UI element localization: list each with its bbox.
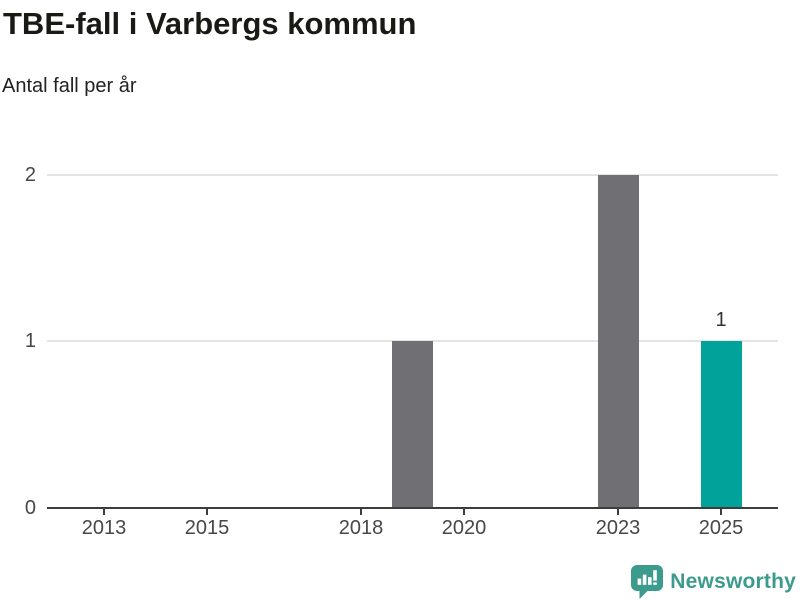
x-axis-line <box>47 507 778 509</box>
x-axis-tick-2025 <box>720 509 722 515</box>
brand-footer: Newsworthy <box>631 565 796 599</box>
bar-2025 <box>701 341 742 508</box>
chart-title: TBE-fall i Varbergs kommun <box>3 6 417 41</box>
x-axis-tick-label: 2020 <box>441 517 487 539</box>
x-axis-tick-label: 2023 <box>595 517 641 539</box>
x-axis-tick-2023 <box>617 509 619 515</box>
x-axis-tick-label: 2015 <box>184 517 230 539</box>
y-axis-tick-label: 0 <box>24 497 36 519</box>
bar-2019 <box>392 341 433 508</box>
newsworthy-logo-icon <box>631 565 664 599</box>
y-axis-tick-label: 2 <box>24 164 36 186</box>
x-axis-tick-2018 <box>360 509 362 515</box>
x-axis-tick-2015 <box>206 509 208 515</box>
brand-name: Newsworthy <box>670 570 796 593</box>
x-axis-tick-label: 2025 <box>698 517 744 539</box>
chart-subtitle: Antal fall per år <box>2 75 137 97</box>
x-axis-tick-label: 2013 <box>81 517 127 539</box>
x-axis-tick-2020 <box>463 509 465 515</box>
gridline-y2 <box>47 174 778 176</box>
x-axis-tick-2013 <box>103 509 105 515</box>
bar-2023 <box>598 175 639 508</box>
y-axis-tick-label: 1 <box>24 330 36 352</box>
x-axis-tick-label: 2018 <box>338 517 384 539</box>
bar-value-label-2025: 1 <box>715 309 727 331</box>
